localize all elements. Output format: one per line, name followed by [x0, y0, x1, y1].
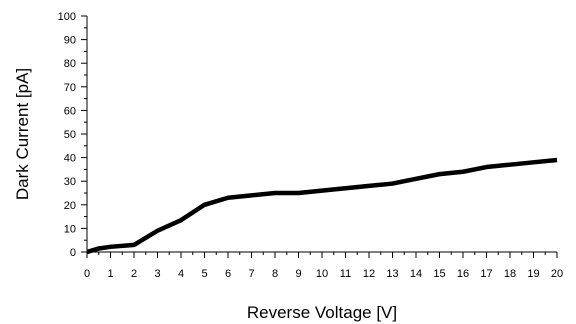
x-tick-label: 12 — [363, 268, 375, 280]
y-tick-label: 40 — [64, 153, 76, 165]
y-tick-label: 20 — [64, 200, 76, 212]
x-tick-label: 5 — [201, 268, 207, 280]
y-axis-title: Dark Current [pA] — [13, 68, 32, 200]
x-tick-label: 20 — [551, 268, 563, 280]
series-line-1 — [86, 157, 558, 255]
x-tick-label: 16 — [457, 268, 469, 280]
x-tick-label: 3 — [154, 268, 160, 280]
y-tick-label: 30 — [64, 176, 76, 188]
x-axis: 0 1 2 3 4 5 6 7 8 9 10 11 12 13 14 15 16 17 18 19 20 — [84, 251, 563, 280]
x-axis-title: Reverse Voltage [V] — [247, 303, 397, 322]
x-tick-label: 7 — [248, 268, 254, 280]
y-tick-label: 50 — [64, 129, 76, 141]
x-tick-label: 4 — [178, 268, 184, 280]
x-tick-label: 0 — [84, 268, 90, 280]
y-axis: 0 10 20 30 40 50 60 70 80 90 100 — [58, 11, 88, 259]
y-tick-label: 100 — [58, 11, 76, 23]
x-tick-label: 18 — [504, 268, 516, 280]
x-tick-label: 11 — [340, 268, 351, 280]
x-tick-label: 19 — [527, 268, 539, 280]
x-tick-label: 9 — [295, 268, 301, 280]
y-tick-label: 10 — [64, 223, 76, 235]
x-tick-label: 2 — [131, 268, 137, 280]
x-tick-label: 6 — [225, 268, 231, 280]
y-tick-label: 0 — [70, 247, 76, 259]
y-tick-label: 60 — [64, 105, 76, 117]
x-tick-label: 15 — [433, 268, 445, 280]
x-tick-label: 10 — [316, 268, 328, 280]
x-tick-label: 1 — [107, 268, 113, 280]
x-tick-label: 17 — [480, 268, 492, 280]
plot-area — [86, 157, 558, 255]
x-tick-label: 8 — [272, 268, 278, 280]
y-tick-label: 90 — [64, 35, 76, 47]
y-tick-label: 70 — [64, 82, 76, 94]
x-tick-label: 14 — [410, 268, 422, 280]
x-tick-label: 13 — [386, 268, 398, 280]
y-tick-label: 80 — [64, 58, 76, 70]
